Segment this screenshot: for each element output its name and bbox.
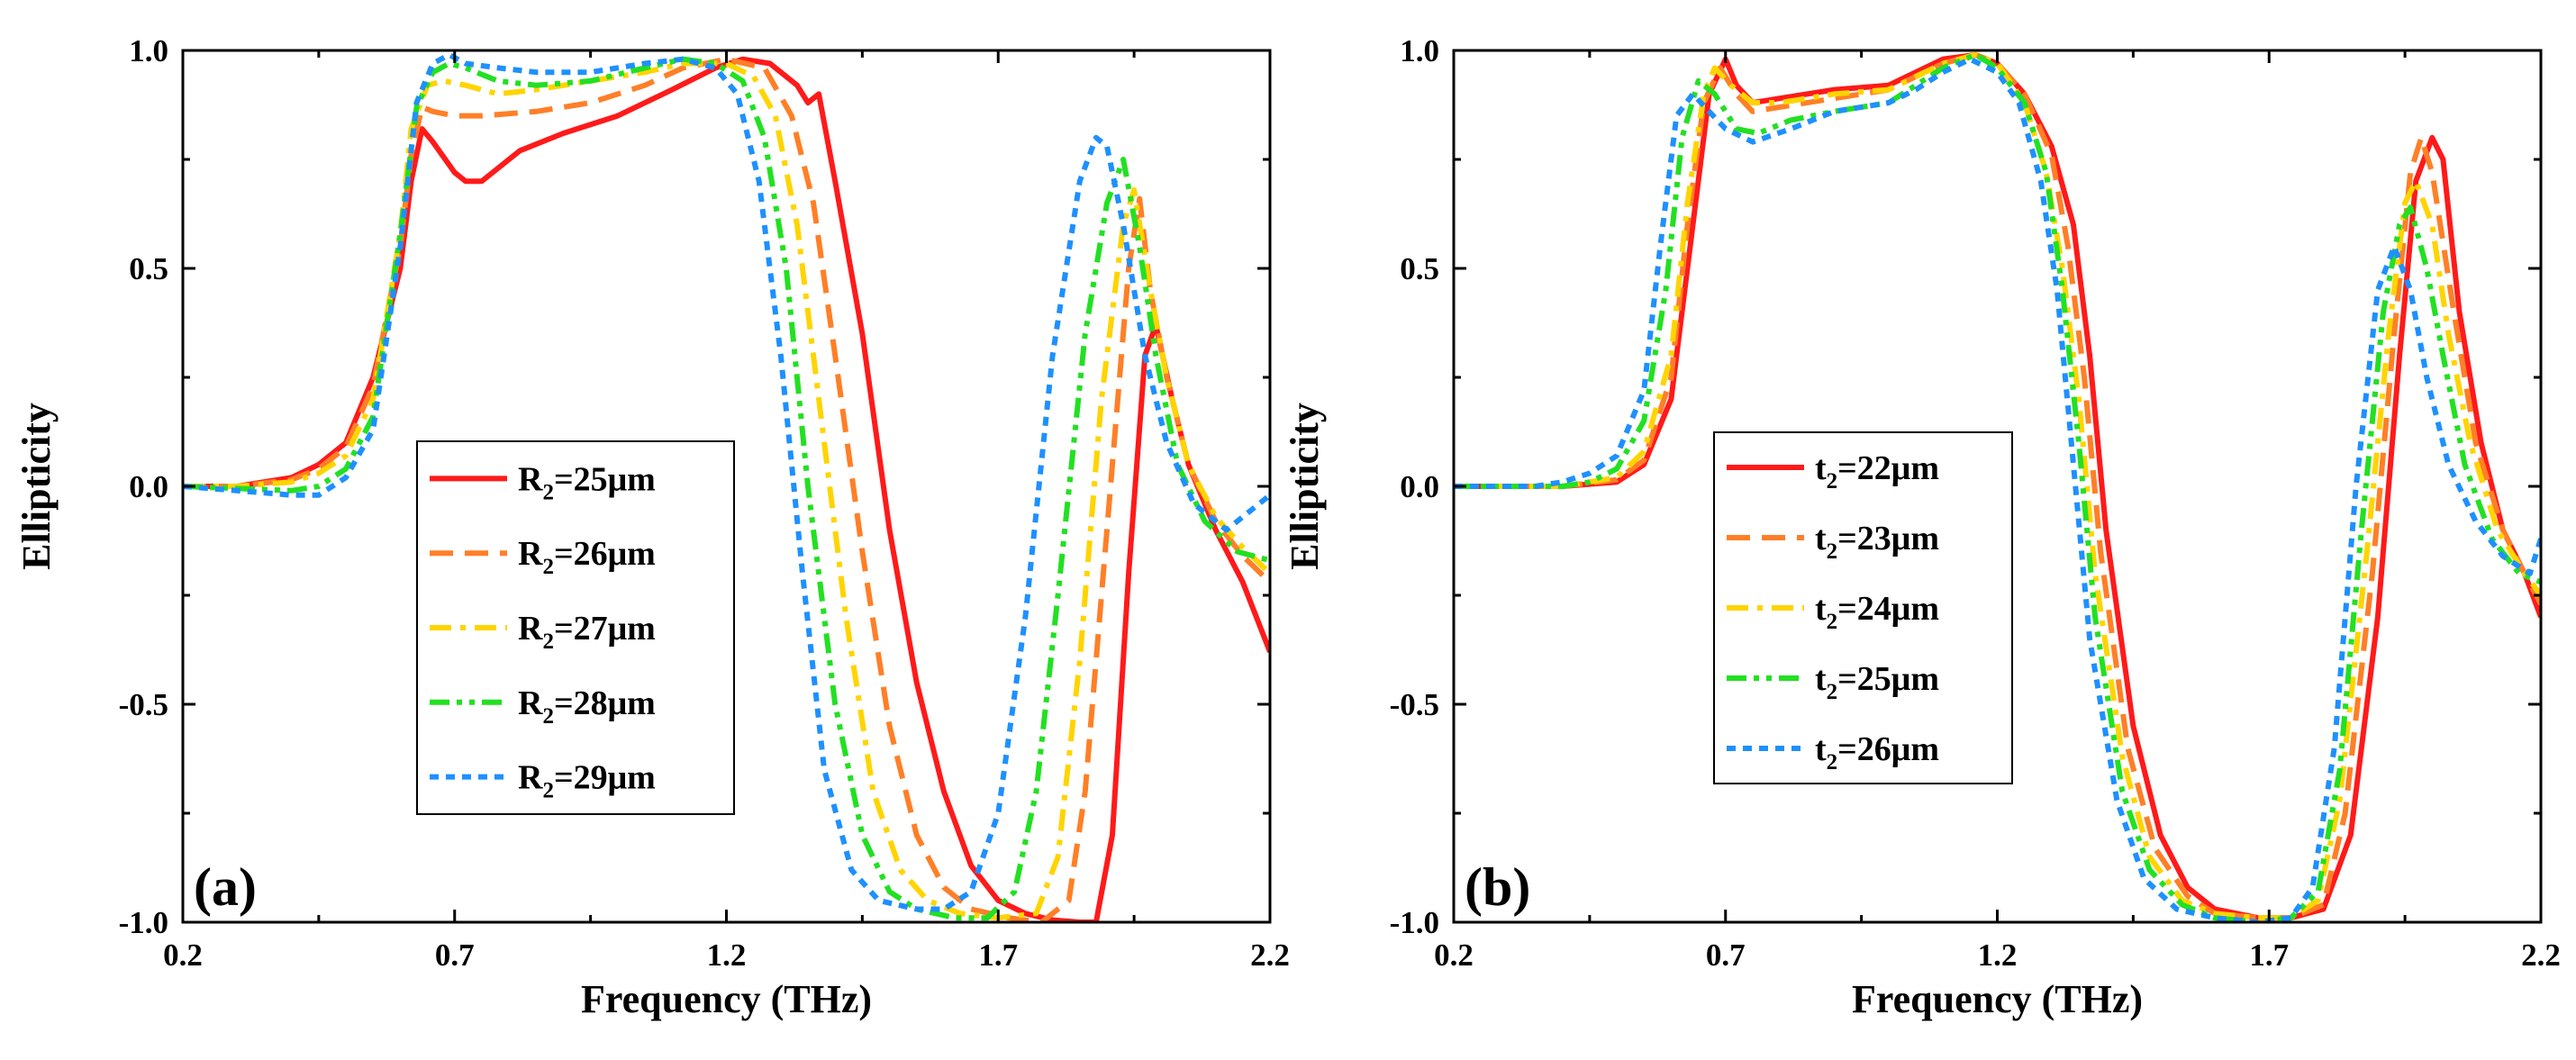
- y-tick-label: -0.5: [1390, 687, 1439, 722]
- y-axis-label: Ellipticity: [14, 403, 59, 570]
- x-tick-label: 1.2: [1978, 938, 2018, 973]
- series-line-1: [1454, 51, 2541, 921]
- y-tick-label: 0.0: [129, 469, 168, 504]
- y-tick-label: -1.0: [119, 905, 168, 940]
- y-tick-label: 0.5: [1400, 251, 1439, 286]
- legend-box: [416, 440, 735, 815]
- panel-a: 0.2 0.7 1.2 1.7 2.2 1.0 0.5 0.0 -0.5 -1.0 Frequenc…: [14, 33, 1290, 1021]
- panel-label: (a): [194, 857, 257, 917]
- x-tick-label: 1.7: [978, 938, 1018, 973]
- legend-label: R2=29μm: [518, 759, 656, 803]
- series-line-5: [183, 51, 1270, 912]
- legend-label: R2=27μm: [518, 610, 656, 654]
- y-tick-label: 1.0: [129, 33, 168, 68]
- series-line-2: [1454, 51, 2541, 921]
- legend-label: t2=26μm: [1815, 730, 1939, 775]
- legend: t2=22μm t2=23μm t2=24μm t2=25μm t2=26μm: [1713, 431, 2013, 784]
- x-tick-label: 1.7: [2249, 938, 2289, 973]
- x-tick-label: 0.2: [1434, 938, 1474, 973]
- panel-label: (b): [1465, 857, 1530, 917]
- legend-box: [1713, 431, 2013, 784]
- y-tick-label: 1.0: [1400, 33, 1439, 68]
- legend-label: t2=24μm: [1815, 590, 1939, 634]
- legend-label: t2=23μm: [1815, 520, 1939, 564]
- series-line-5: [1454, 56, 2541, 922]
- x-axis-label: Frequency (THz): [581, 977, 872, 1021]
- legend-label: R2=26μm: [518, 535, 656, 579]
- x-tick-label: 0.7: [1706, 938, 1746, 973]
- y-tick-label: -1.0: [1390, 905, 1439, 940]
- x-tick-label: 2.2: [2521, 938, 2561, 973]
- legend-label: t2=25μm: [1815, 660, 1939, 704]
- series-line-3: [1454, 51, 2541, 921]
- y-tick-label: -0.5: [119, 687, 168, 722]
- x-axis-label: Frequency (THz): [1852, 977, 2143, 1021]
- panel-b: 0.2 0.7 1.2 1.7 2.2 1.0 0.5 0.0 -0.5 -1.0 Frequenc…: [1283, 33, 2561, 1021]
- y-tick-label: 0.5: [129, 251, 168, 286]
- x-tick-label: 0.2: [163, 938, 203, 973]
- y-axis-label: Ellipticity: [1283, 403, 1327, 570]
- legend: R2=25μm R2=26μm R2=27μm R2=28μm R2=29μm: [416, 440, 735, 815]
- series-line-1: [183, 56, 1270, 922]
- x-tick-label: 1.2: [707, 938, 747, 973]
- legend-label: t2=22μm: [1815, 449, 1939, 494]
- y-tick-label: 0.0: [1400, 469, 1439, 504]
- x-tick-label: 0.7: [435, 938, 475, 973]
- x-tick-label: 2.2: [1250, 938, 1290, 973]
- legend-label: R2=28μm: [518, 684, 656, 729]
- legend-label: R2=25μm: [518, 460, 656, 504]
